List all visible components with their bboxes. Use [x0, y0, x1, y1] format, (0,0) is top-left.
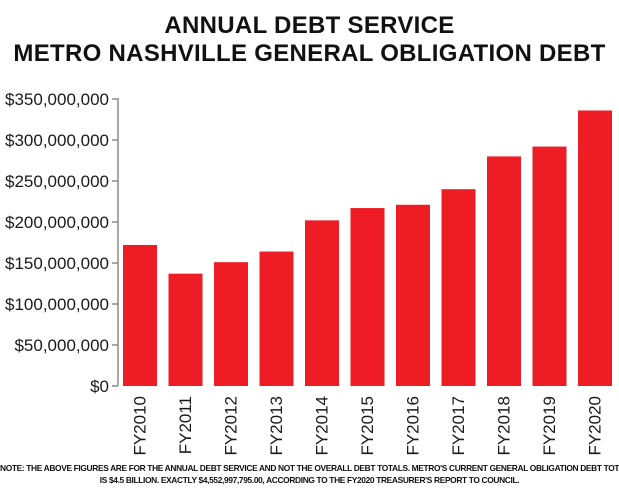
x-axis-labels: FY2010 FY2011 FY2012 FY2013 FY2014 FY2015 FY20… [131, 396, 605, 456]
footnote-line-1: NOTE: THE ABOVE FIGURES ARE FOR THE ANNU… [0, 463, 619, 473]
bar-fy2015 [350, 208, 385, 386]
bar-fy2019 [532, 146, 567, 386]
bar-fy2013 [259, 251, 294, 386]
y-tick-label: $200,000,000 [5, 213, 109, 232]
y-tick-label: $300,000,000 [5, 131, 109, 150]
bar-fy2017 [441, 189, 476, 386]
bar-fy2012 [214, 262, 248, 386]
x-tick-label-fy2013: FY2013 [267, 396, 286, 456]
x-tick-label-fy2012: FY2012 [222, 396, 241, 456]
bar-fy2010 [123, 244, 157, 386]
footnote-line-2: IS $4.5 BILLION. EXACTLY $4,552,997,795.… [99, 475, 520, 485]
bar-fy2014 [305, 220, 339, 386]
chart-title-line-2: METRO NASHVILLE GENERAL OBLIGATION DEBT [13, 40, 606, 67]
x-tick-label-fy2020: FY2020 [586, 396, 605, 456]
y-tick-label: $50,000,000 [14, 336, 109, 355]
y-tick-label: $150,000,000 [5, 254, 109, 273]
x-tick-label-fy2010: FY2010 [131, 396, 150, 456]
y-tick-label: $350,000,000 [5, 90, 109, 109]
x-tick-label-fy2017: FY2017 [449, 396, 468, 456]
y-tick-label: $100,000,000 [5, 295, 109, 314]
y-tick-label: $0 [90, 377, 109, 396]
bar-fy2020 [578, 110, 612, 386]
bar-fy2016 [396, 204, 430, 386]
chart-title: ANNUAL DEBT SERVICE METRO NASHVILLE GENE… [0, 12, 619, 68]
footnote: NOTE: THE ABOVE FIGURES ARE FOR THE ANNU… [0, 462, 619, 486]
x-tick-label-fy2015: FY2015 [358, 396, 377, 456]
y-tick-label: $250,000,000 [5, 172, 109, 191]
x-tick-label-fy2019: FY2019 [540, 396, 559, 456]
x-tick-label-fy2014: FY2014 [313, 396, 332, 456]
x-tick-label-fy2016: FY2016 [404, 396, 423, 456]
bars [123, 110, 612, 386]
bar-fy2011 [168, 273, 203, 386]
bar-fy2018 [487, 156, 521, 386]
chart-title-line-1: ANNUAL DEBT SERVICE [164, 12, 455, 39]
x-tick-label-fy2018: FY2018 [495, 396, 514, 456]
x-tick-label-fy2011: FY2011 [176, 396, 195, 454]
y-axis-ticks: $0 $50,000,000 $100,000,000 $150,000,000 $20… [5, 90, 118, 396]
